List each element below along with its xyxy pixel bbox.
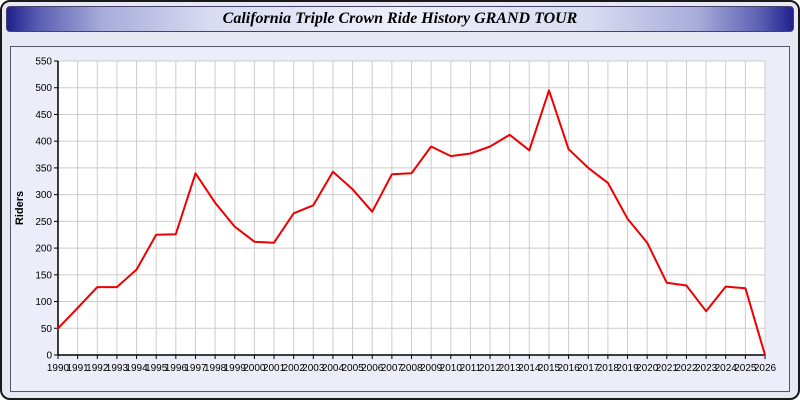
x-tick-label: 2023 — [695, 363, 718, 374]
x-tick-label: 1998 — [204, 363, 227, 374]
x-tick-label: 2000 — [243, 363, 266, 374]
x-tick-label: 1990 — [47, 363, 70, 374]
ride-history-line-chart: 0501001502002503003504004505005501990199… — [14, 57, 777, 375]
x-tick-label: 2017 — [577, 363, 600, 374]
x-tick-label: 2019 — [616, 363, 639, 374]
x-tick-label: 2016 — [557, 363, 580, 374]
x-tick-label: 1992 — [86, 363, 109, 374]
x-tick-label: 2002 — [283, 363, 306, 374]
svg-text:0: 0 — [46, 351, 52, 362]
svg-text:450: 450 — [35, 110, 52, 121]
svg-text:500: 500 — [35, 83, 52, 94]
chart-title-bar: California Triple Crown Ride History GRA… — [6, 6, 794, 32]
x-tick-label: 2022 — [675, 363, 698, 374]
x-tick-label: 1996 — [165, 363, 188, 374]
x-tick-label: 2003 — [302, 363, 325, 374]
x-tick-label: 1997 — [184, 363, 207, 374]
svg-text:400: 400 — [35, 137, 52, 148]
x-tick-label: 2009 — [420, 363, 443, 374]
x-tick-label: 2004 — [322, 363, 345, 374]
x-tick-label: 2007 — [381, 363, 404, 374]
x-tick-label: 2015 — [538, 363, 561, 374]
x-tick-label: 2008 — [400, 363, 423, 374]
x-tick-label: 2014 — [518, 363, 541, 374]
x-tick-label: 2006 — [361, 363, 384, 374]
x-tick-label: 2012 — [479, 363, 502, 374]
chart-title: California Triple Crown Ride History GRA… — [222, 10, 578, 27]
x-tick-label: 2025 — [734, 363, 757, 374]
svg-text:550: 550 — [35, 57, 52, 68]
svg-text:100: 100 — [35, 297, 52, 308]
x-tick-label: 2001 — [263, 363, 286, 374]
svg-text:250: 250 — [35, 217, 52, 228]
x-tick-label: 2005 — [341, 363, 364, 374]
y-axis-label: Riders — [14, 191, 26, 225]
x-tick-label: 2024 — [715, 363, 738, 374]
svg-text:50: 50 — [41, 324, 53, 335]
x-tick-label: 1999 — [224, 363, 247, 374]
svg-text:200: 200 — [35, 244, 52, 255]
x-tick-label: 2018 — [597, 363, 620, 374]
x-tick-label: 2026 — [754, 363, 777, 374]
x-tick-label: 2011 — [460, 363, 482, 374]
x-tick-label: 1993 — [106, 363, 129, 374]
chart-frame: 0 50 100 150 200 250 300 350 400 450 500 550 1990 199… — [10, 46, 790, 392]
x-tick-label: 1991 — [67, 363, 90, 374]
x-tick-label: 2020 — [636, 363, 659, 374]
x-tick-label: 2010 — [440, 363, 463, 374]
svg-text:350: 350 — [35, 163, 52, 174]
riders-series-line — [57, 89, 766, 356]
svg-text:300: 300 — [35, 190, 52, 201]
x-tick-label: 1994 — [125, 363, 148, 374]
x-tick-label: 2013 — [499, 363, 522, 374]
x-tick-label: 2021 — [656, 363, 679, 374]
svg-text:150: 150 — [35, 270, 52, 281]
x-tick-label: 1995 — [145, 363, 168, 374]
